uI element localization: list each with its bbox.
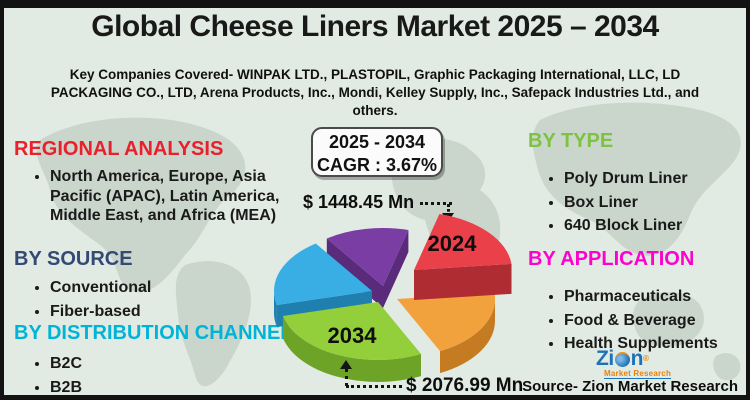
- cagr-period: 2025 - 2034: [328, 132, 426, 152]
- pie-slice-orange: [397, 292, 496, 374]
- zion-logo-text-suffix: n: [630, 347, 644, 370]
- key-companies-text: Key Companies Covered- WINPAK LTD., PLAS…: [50, 67, 700, 118]
- by-type-item: Poly Drum Liner: [564, 169, 688, 189]
- section-regional-analysis: REGIONAL ANALYSIS North America, Europe,…: [14, 138, 282, 230]
- cagr-callout-box: 2025 - 2034 CAGR : 3.67%: [311, 127, 443, 177]
- by-distribution-channel-item: B2B: [50, 378, 293, 396]
- by-type-heading: BY TYPE: [528, 130, 614, 152]
- by-distribution-channel-heading: BY DISTRIBUTION CHANNEL: [14, 322, 293, 344]
- pie-chart: 2024 2034: [274, 214, 512, 382]
- by-application-heading: BY APPLICATION: [528, 248, 695, 270]
- dotted-connector-bottom-vertical: [345, 369, 348, 386]
- pie-slice-purple: [326, 228, 409, 308]
- zion-logo-text-prefix: Zi: [596, 347, 614, 370]
- page-title: Global Cheese Liners Market 2025 – 2034: [91, 10, 659, 43]
- by-distribution-channel-item: B2C: [50, 354, 293, 374]
- section-by-distribution-channel: BY DISTRIBUTION CHANNEL B2C B2B: [14, 322, 293, 396]
- dotted-connector-top: [420, 202, 452, 205]
- by-type-item: 640 Block Liner: [564, 216, 688, 236]
- by-application-item: Pharmaceuticals: [564, 287, 718, 307]
- pie-slice-label-2034: 2034: [328, 323, 378, 348]
- registered-trademark-icon: ®: [643, 354, 649, 363]
- by-application-item: Health Supplements: [564, 334, 718, 354]
- section-by-type: BY TYPE Poly Drum Liner Box Liner 640 Bl…: [528, 130, 688, 240]
- zion-logo: Zi n ® Market Research: [596, 347, 706, 379]
- by-type-item: Box Liner: [564, 193, 688, 213]
- cagr-value: CAGR : 3.67%: [316, 155, 438, 175]
- globe-icon: [614, 351, 630, 367]
- section-by-application: BY APPLICATION Pharmaceuticals Food & Be…: [528, 248, 718, 358]
- pie-slice-label-2024: 2024: [428, 231, 478, 256]
- by-source-item: Fiber-based: [50, 302, 151, 322]
- section-by-source: BY SOURCE Conventional Fiber-based: [14, 248, 151, 325]
- dotted-connector-top-vertical: [447, 204, 450, 212]
- by-application-item: Food & Beverage: [564, 311, 718, 331]
- source-attribution: Source- Zion Market Research: [522, 378, 738, 395]
- by-source-heading: BY SOURCE: [14, 248, 133, 270]
- by-source-item: Conventional: [50, 278, 151, 298]
- arrow-up-icon: [340, 360, 352, 369]
- pie-slice-2024: 2024: [414, 214, 512, 300]
- regional-analysis-heading: REGIONAL ANALYSIS: [14, 138, 224, 160]
- value-label-2024: $ 1448.45 Mn: [303, 192, 415, 212]
- dotted-connector-bottom: [346, 385, 402, 388]
- regional-analysis-item: North America, Europe, Asia Pacific (APA…: [50, 167, 282, 226]
- zion-logo-subtext: Market Research: [604, 369, 672, 379]
- value-label-2034: $ 2076.99 Mn: [406, 375, 524, 396]
- pie-slice-2034: 2034: [282, 302, 421, 382]
